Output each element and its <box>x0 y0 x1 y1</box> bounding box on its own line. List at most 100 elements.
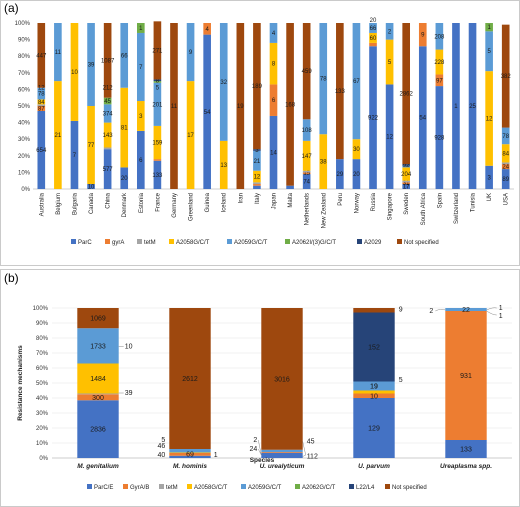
category-label: Canada <box>89 192 95 214</box>
bar-segment <box>435 23 444 50</box>
data-label: 10 <box>71 70 78 76</box>
y-tick-label: 20% <box>36 426 49 432</box>
bar-segment <box>261 452 303 458</box>
legend-label: A2058G/C/T <box>194 485 228 491</box>
bar-segment <box>261 308 303 450</box>
data-label: 152 <box>368 345 380 352</box>
panel-b-label: (b) <box>4 271 19 285</box>
bar-segment <box>169 449 211 453</box>
category-label: South Africa <box>421 192 427 225</box>
bar-segment <box>169 452 211 453</box>
y-tick-label: 30% <box>18 137 31 143</box>
bar-segment <box>103 122 112 148</box>
data-label: 45 <box>104 99 111 105</box>
bar-segment <box>418 46 427 189</box>
legend-swatch <box>137 239 142 244</box>
y-tick-label: 100% <box>33 306 49 312</box>
bar-segment <box>402 23 411 165</box>
legend-label: A2062I/(3)G/C/T <box>292 240 336 246</box>
category-label: U. parvum <box>358 463 390 470</box>
bar-segment <box>169 455 211 458</box>
bar-segment <box>261 449 303 452</box>
data-label: 22 <box>462 307 470 314</box>
bar-segment <box>501 144 510 163</box>
data-label: 15 <box>303 171 310 177</box>
category-label: U. urealyticum <box>260 463 305 470</box>
bar-segment <box>37 87 46 100</box>
data-label: 78 <box>38 92 45 98</box>
data-label: 129 <box>368 426 380 433</box>
bar-segment <box>70 120 79 189</box>
data-label: 3 <box>487 175 491 181</box>
legend-swatch <box>159 484 164 489</box>
bar-segment <box>169 308 211 449</box>
x-axis-title: Species <box>250 457 275 464</box>
data-label: 87 <box>38 106 45 112</box>
bar-segment <box>435 86 444 189</box>
bar-segment <box>501 169 510 189</box>
bar-segment <box>269 84 278 116</box>
bar-segment <box>501 162 510 165</box>
data-label: 46 <box>158 443 166 450</box>
data-label: 17 <box>187 133 194 139</box>
data-label: 143 <box>103 133 114 139</box>
y-tick-label: 90% <box>36 321 49 327</box>
data-label: 20 <box>370 18 377 24</box>
data-label: 24 <box>502 165 509 171</box>
data-label: 2 <box>429 308 433 315</box>
data-label: 13 <box>220 163 227 169</box>
bar-segment <box>269 42 278 85</box>
data-label: 19 <box>370 384 378 391</box>
data-label: 24 <box>250 446 258 453</box>
data-label: 60 <box>370 36 377 42</box>
bar-segment <box>501 24 510 128</box>
legend-label: tetM <box>144 240 156 246</box>
data-label: 78 <box>320 77 327 83</box>
data-label: 3 <box>255 148 259 154</box>
bar-segment <box>452 23 460 189</box>
callout-leader <box>302 441 306 456</box>
data-label: 1733 <box>90 343 106 350</box>
category-label: Netherlands <box>305 193 311 225</box>
data-label: 1 <box>139 26 143 32</box>
data-label: 77 <box>88 143 95 149</box>
bar-segment <box>402 182 411 185</box>
data-label: 204 <box>401 172 412 178</box>
y-tick-label: 80% <box>36 336 49 342</box>
y-tick-label: 40% <box>18 121 31 127</box>
data-label: 459 <box>302 69 313 75</box>
bar-segment <box>353 393 395 398</box>
bar-segment <box>485 71 493 166</box>
bar-segment <box>77 394 119 401</box>
legend-swatch <box>87 484 92 489</box>
bar-segment <box>153 160 162 189</box>
bar-segment <box>253 184 261 186</box>
category-label: Sweden <box>404 193 410 215</box>
bar-segment <box>77 393 119 395</box>
bar-segment <box>501 164 510 170</box>
bar-segment <box>77 328 119 364</box>
data-label: 133 <box>152 173 163 179</box>
callout-leader <box>486 307 497 311</box>
bar-segment <box>120 23 129 88</box>
bar-segment <box>353 381 395 391</box>
bar-segment <box>402 164 411 166</box>
bar-segment <box>136 130 145 189</box>
data-label: 14 <box>270 150 277 156</box>
data-label: 12 <box>486 116 493 122</box>
bar-segment <box>153 81 162 83</box>
bar-segment <box>402 165 411 168</box>
category-label: Guinea <box>205 192 211 212</box>
bar-segment <box>87 106 95 185</box>
data-label: 168 <box>285 102 296 108</box>
y-tick-label: 40% <box>36 396 49 402</box>
data-label: 12 <box>254 175 261 181</box>
category-label: Greenland <box>189 193 195 221</box>
bar-segment <box>153 125 162 160</box>
bar-segment <box>385 23 394 40</box>
category-label: Germany <box>172 193 178 218</box>
data-label: 928 <box>434 136 445 142</box>
bar-segment <box>369 42 377 47</box>
bar-segment <box>219 140 228 189</box>
data-label: 29 <box>337 172 344 178</box>
